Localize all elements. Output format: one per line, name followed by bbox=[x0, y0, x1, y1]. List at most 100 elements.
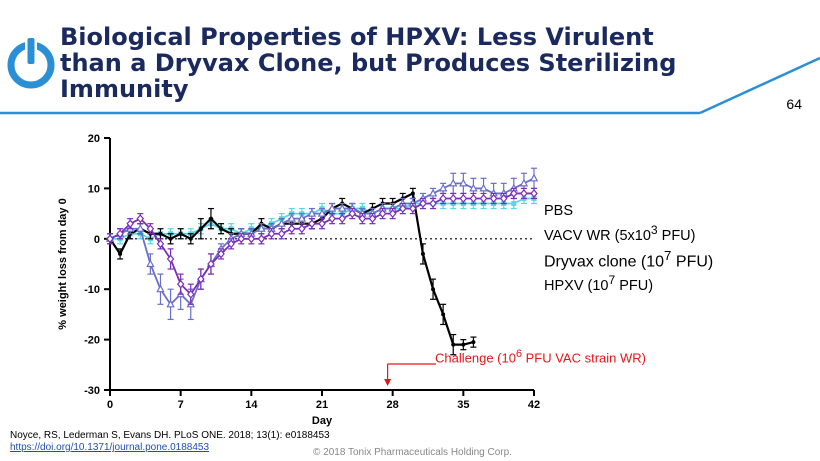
data-point bbox=[257, 234, 266, 244]
copyright: © 2018 Tonix Pharmaceuticals Holding Cor… bbox=[313, 447, 512, 458]
y-tick-label: 0 bbox=[94, 234, 100, 246]
data-point bbox=[529, 173, 539, 182]
legend-item-vacv: VACV WR (5x103 PFU) bbox=[544, 221, 713, 246]
y-tick-label: -20 bbox=[84, 335, 100, 347]
data-point bbox=[499, 194, 508, 203]
data-point bbox=[479, 194, 488, 203]
data-point bbox=[510, 189, 518, 198]
data-point bbox=[247, 234, 256, 244]
data-point bbox=[451, 342, 456, 347]
citation: Noyce, RS, Lederman S, Evans DH. PLoS ON… bbox=[10, 430, 330, 454]
data-point bbox=[461, 342, 466, 347]
data-point bbox=[469, 183, 478, 192]
citation-text: Noyce, RS, Lederman S, Evans DH. PLoS ON… bbox=[10, 430, 330, 441]
data-point bbox=[178, 231, 183, 236]
data-point bbox=[410, 191, 415, 196]
data-point bbox=[438, 183, 448, 192]
y-tick-label: 20 bbox=[88, 133, 100, 145]
data-point bbox=[227, 239, 235, 249]
legend-item-hpxv: HPXV (107 PFU) bbox=[544, 271, 713, 296]
legend-label-post: PFU) bbox=[657, 227, 696, 244]
data-point bbox=[146, 259, 155, 268]
x-tick-label: 35 bbox=[457, 399, 469, 411]
legend-label-sup: 3 bbox=[650, 223, 658, 237]
header-accent-line bbox=[0, 56, 820, 115]
data-point bbox=[237, 234, 246, 244]
data-point bbox=[479, 183, 488, 192]
page-number: 64 bbox=[786, 96, 802, 112]
data-point bbox=[116, 229, 124, 239]
weight-loss-chart: 20 10 0 -10 -20 -30 0 7 14 21 28 35 42 Day % weight lo… bbox=[57, 133, 540, 427]
data-point bbox=[197, 274, 205, 284]
legend-label-sup: 7 bbox=[664, 247, 672, 263]
x-tick-label: 0 bbox=[107, 399, 113, 411]
data-point bbox=[176, 279, 185, 289]
data-point bbox=[267, 229, 276, 239]
data-point bbox=[337, 203, 347, 212]
x-tick-label: 7 bbox=[178, 399, 184, 411]
power-symbol-logo-icon bbox=[7, 36, 55, 89]
data-point bbox=[136, 223, 145, 232]
annotation-post: PFU VAC strain WR) bbox=[521, 350, 646, 366]
annotation-pre: Challenge (10 bbox=[435, 350, 516, 366]
data-point bbox=[511, 201, 517, 207]
x-tick-label: 14 bbox=[245, 399, 258, 411]
data-point bbox=[168, 236, 173, 241]
data-point bbox=[378, 209, 387, 219]
data-point bbox=[277, 218, 286, 227]
data-point bbox=[520, 189, 528, 198]
annotation-sup: 6 bbox=[515, 348, 522, 360]
data-point bbox=[188, 236, 193, 241]
challenge-annotation: Challenge (106 PFU VAC strain WR) bbox=[435, 348, 646, 365]
data-point bbox=[156, 239, 165, 249]
legend-label-post: PFU) bbox=[615, 277, 654, 294]
x-tick-label: 21 bbox=[316, 399, 328, 411]
slide-title: Biological Properties of HPXV: Less Viru… bbox=[60, 23, 677, 103]
data-point bbox=[328, 214, 336, 224]
data-point bbox=[420, 251, 425, 256]
data-point bbox=[469, 194, 478, 203]
data-point bbox=[318, 219, 326, 229]
legend-item-dryvax: Dryvax clone (107 PFU) bbox=[544, 246, 713, 271]
data-point bbox=[358, 214, 367, 224]
data-point bbox=[409, 204, 417, 213]
series-line bbox=[109, 177, 535, 306]
data-point bbox=[166, 299, 175, 308]
y-tick-label: -30 bbox=[84, 385, 100, 397]
data-point bbox=[449, 178, 458, 187]
data-point bbox=[388, 209, 397, 219]
data-point bbox=[530, 189, 538, 198]
data-point bbox=[368, 214, 377, 224]
data-point bbox=[317, 208, 327, 217]
data-point bbox=[459, 178, 468, 187]
citation-link[interactable]: https://doi.org/10.1371/journal.pone.018… bbox=[10, 442, 210, 453]
data-point bbox=[106, 234, 114, 244]
data-point bbox=[489, 194, 498, 203]
legend-label-sup: 7 bbox=[608, 273, 616, 288]
x-tick-label: 28 bbox=[387, 399, 399, 411]
data-point bbox=[398, 204, 407, 213]
x-tick-label: 42 bbox=[528, 399, 540, 411]
y-tick-label: -10 bbox=[84, 284, 100, 296]
legend-label-post: PFU) bbox=[671, 253, 714, 271]
data-point bbox=[156, 284, 165, 293]
challenge-arrow-head bbox=[384, 379, 392, 386]
data-point bbox=[146, 224, 155, 234]
data-point bbox=[166, 254, 175, 264]
data-point bbox=[219, 226, 224, 231]
data-point bbox=[428, 188, 438, 197]
data-point bbox=[277, 229, 286, 239]
data-point bbox=[471, 340, 476, 345]
data-point bbox=[338, 214, 346, 224]
data-point bbox=[519, 178, 529, 187]
data-point bbox=[186, 289, 195, 299]
y-axis-label: % weight loss from day 0 bbox=[57, 198, 69, 329]
data-point bbox=[348, 209, 357, 219]
data-point bbox=[419, 199, 427, 208]
legend-label-pre: Dryvax clone (10 bbox=[544, 253, 665, 271]
data-point bbox=[198, 226, 203, 231]
data-point bbox=[287, 213, 296, 222]
data-point bbox=[158, 231, 163, 236]
data-point bbox=[429, 199, 437, 208]
data-point bbox=[431, 287, 436, 292]
